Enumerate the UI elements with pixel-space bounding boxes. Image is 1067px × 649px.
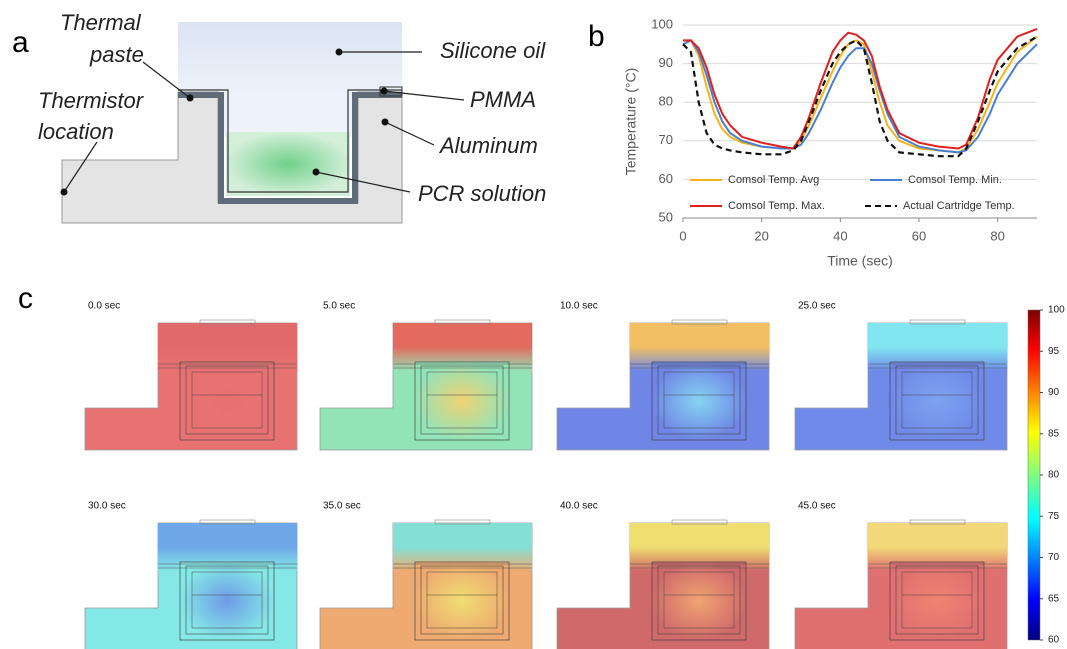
snapshot: 5.0 sec: [320, 301, 532, 450]
dot: [61, 189, 68, 196]
well: [890, 362, 984, 440]
snapshot-time: 30.0 sec: [88, 501, 126, 512]
well: [890, 562, 984, 640]
colorbar-tick-label: 85: [1048, 428, 1060, 439]
legend-label: Comsol Temp. Avg: [728, 174, 819, 186]
series-line: [683, 29, 1037, 149]
snapshot-time: 10.0 sec: [560, 301, 598, 312]
snapshot-time: 45.0 sec: [798, 501, 836, 512]
legend-label: Comsol Temp. Max.: [728, 200, 825, 212]
x-axis-title: Time (sec): [827, 253, 893, 269]
diagram-label: Aluminum: [438, 133, 538, 158]
snapshot: 0.0 sec: [85, 301, 297, 450]
colorbar-tick-label: 75: [1048, 511, 1060, 522]
legend-label: Comsol Temp. Min.: [908, 174, 1002, 186]
silicone-oil: [222, 97, 354, 137]
y-tick-label: 100: [651, 16, 673, 31]
colorbar: [1028, 310, 1040, 640]
x-tick-label: 80: [990, 228, 1004, 243]
colorbar-tick-label: 95: [1048, 346, 1060, 357]
colorbar-tick-label: 70: [1048, 552, 1060, 563]
colorbar-tick-label: 65: [1048, 593, 1060, 604]
snapshot-time: 35.0 sec: [323, 501, 361, 512]
colorbar-tick-label: 90: [1048, 387, 1060, 398]
well: [180, 562, 274, 640]
x-tick-label: 0: [679, 228, 686, 243]
dot: [381, 88, 388, 95]
colorbar-tick-label: 60: [1048, 635, 1060, 646]
colorbar-tick-label: 80: [1048, 470, 1060, 481]
y-tick-label: 60: [659, 171, 673, 186]
dot: [382, 119, 389, 126]
snapshot-time: 5.0 sec: [323, 301, 355, 312]
well: [415, 562, 509, 640]
snapshot: 30.0 sec: [85, 501, 297, 649]
dot: [313, 169, 320, 176]
x-tick-label: 60: [912, 228, 926, 243]
well: [652, 362, 746, 440]
y-tick-label: 80: [659, 94, 673, 109]
snapshot: 25.0 sec: [795, 301, 1007, 450]
colorbar-tick-label: 100: [1048, 305, 1065, 316]
panel-label: c: [18, 282, 33, 315]
snapshot-time: 0.0 sec: [88, 301, 120, 312]
diagram: Thermal paste Thermistor location Silico…: [38, 10, 546, 223]
dot: [336, 49, 343, 56]
figure: a b c Thermal paste Thermistor location …: [0, 0, 1067, 649]
y-axis-title: Temperature (°C): [623, 68, 639, 176]
diagram-label: paste: [89, 42, 144, 67]
diagram-label: PCR solution: [418, 181, 546, 206]
well: [652, 562, 746, 640]
snapshot-time: 40.0 sec: [560, 501, 598, 512]
diagram-label: Thermal: [60, 10, 142, 35]
snapshot-time: 25.0 sec: [798, 301, 836, 312]
well: [415, 362, 509, 440]
x-tick-label: 20: [754, 228, 768, 243]
dot: [187, 95, 194, 102]
diagram-label: Thermistor: [38, 88, 145, 113]
snapshot: 40.0 sec: [557, 501, 769, 649]
y-tick-label: 70: [659, 132, 673, 147]
panel-label: b: [588, 20, 605, 53]
y-tick-label: 50: [659, 209, 673, 224]
legend-label: Actual Cartridge Temp.: [903, 200, 1015, 212]
diagram-label: location: [38, 119, 114, 144]
y-tick-label: 90: [659, 55, 673, 70]
well: [180, 362, 274, 440]
diagram-label: Silicone oil: [440, 38, 546, 63]
panel-label: a: [12, 26, 29, 59]
diagram-label: PMMA: [470, 87, 536, 112]
series-line: [683, 37, 1037, 153]
snapshot: 45.0 sec: [795, 501, 1007, 649]
snapshot: 35.0 sec: [320, 501, 532, 649]
pcr-solution: [226, 132, 350, 196]
x-tick-label: 40: [833, 228, 847, 243]
silicone-oil: [178, 22, 402, 97]
snapshot: 10.0 sec: [557, 301, 769, 450]
